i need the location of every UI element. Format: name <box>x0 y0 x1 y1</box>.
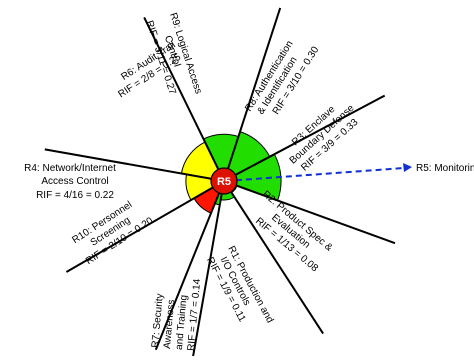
spoke-line <box>191 180 225 361</box>
spoke-lines <box>44 7 396 361</box>
label-r7-line3: and Training <box>174 295 190 351</box>
spoke-line <box>143 16 225 182</box>
label-r4: R4: Network/Internet Access Control RIF … <box>24 163 116 201</box>
spoke-line <box>223 180 324 335</box>
label-r4-line2: Access Control <box>41 176 108 187</box>
label-r7-line1: R7: Security <box>150 293 166 348</box>
monitoring-label: R5: Monitoring <box>416 163 474 174</box>
center-node <box>210 167 238 195</box>
spoke-line <box>223 94 386 182</box>
center-label: R5 <box>217 176 231 188</box>
label-r7: R7: Security Awareness and Training RIF … <box>150 278 203 351</box>
spoke-line <box>65 180 225 273</box>
spoke-line <box>44 148 225 182</box>
label-r4-line1: R4: Network/Internet <box>24 163 116 174</box>
spoke-line <box>223 180 396 245</box>
label-r7-line2: Awareness <box>162 299 177 349</box>
arrowhead-icon <box>403 163 412 172</box>
monitoring-arrow <box>225 163 412 182</box>
label-r3: R3: Enclave Boundary Defense RIF = 3/9 =… <box>288 103 361 174</box>
spoke-line <box>223 7 282 182</box>
label-r8: R8: Authentication & Identification RIF … <box>243 39 321 117</box>
label-r4-line3: RIF = 4/16 = 0.22 <box>36 190 114 201</box>
label-r1: R1: Production and I/O Controls RIF = 1/… <box>204 244 275 325</box>
label-r10: R10: Personnel Screening RIF = 2/10 = 0.… <box>70 199 155 267</box>
spoke-line <box>154 180 225 351</box>
